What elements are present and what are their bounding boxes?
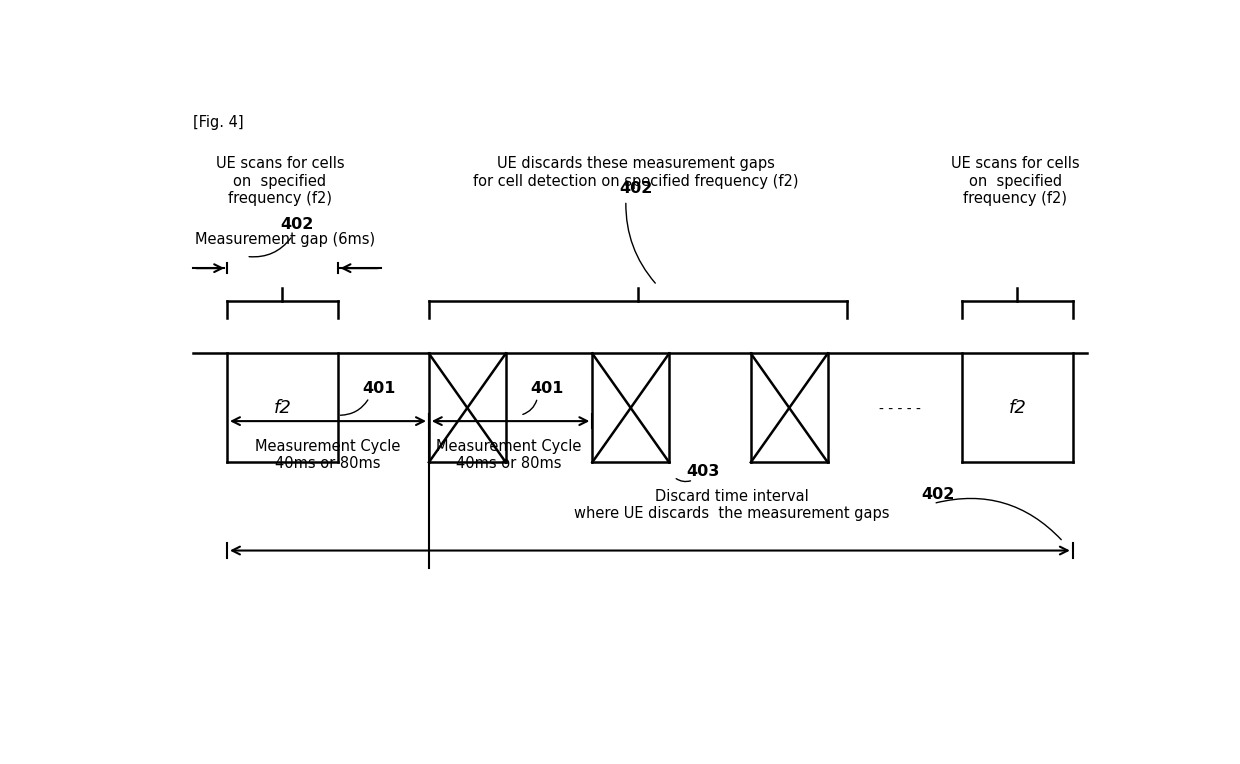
Text: Measurement gap (6ms): Measurement gap (6ms) <box>195 232 374 248</box>
Text: Measurement Cycle
40ms or 80ms: Measurement Cycle 40ms or 80ms <box>255 439 401 471</box>
Text: 402: 402 <box>921 487 955 502</box>
Text: 402: 402 <box>280 216 314 231</box>
Text: 403: 403 <box>686 464 719 478</box>
Text: Discard time interval
where UE discards  the measurement gaps: Discard time interval where UE discards … <box>574 489 889 521</box>
Text: UE scans for cells
on  specified
frequency (f2): UE scans for cells on specified frequenc… <box>951 157 1079 206</box>
Text: f2: f2 <box>273 399 291 417</box>
Text: 401: 401 <box>531 381 564 397</box>
Text: 402: 402 <box>619 181 652 196</box>
Text: [Fig. 4]: [Fig. 4] <box>193 115 244 130</box>
Text: UE scans for cells
on  specified
frequency (f2): UE scans for cells on specified frequenc… <box>216 157 345 206</box>
Text: 401: 401 <box>362 381 396 397</box>
Text: Measurement Cycle
40ms or 80ms: Measurement Cycle 40ms or 80ms <box>436 439 582 471</box>
Text: UE discards these measurement gaps
for cell detection on specified frequency (f2: UE discards these measurement gaps for c… <box>472 157 799 189</box>
Text: - - - - -: - - - - - <box>879 403 921 416</box>
Text: f2: f2 <box>1008 399 1027 417</box>
